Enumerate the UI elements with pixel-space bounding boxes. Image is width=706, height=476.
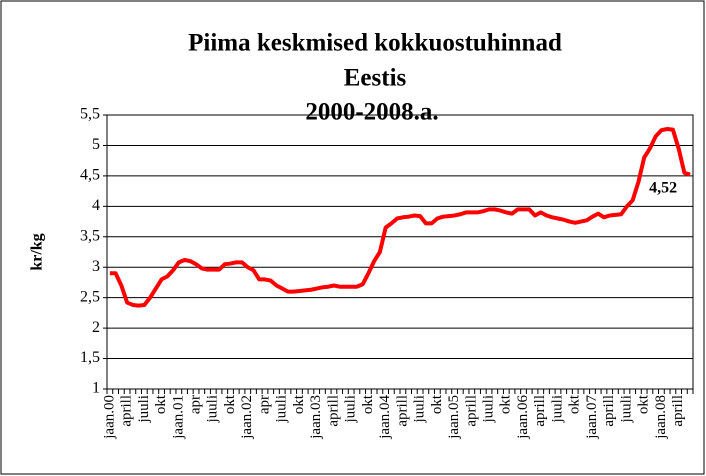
chart-title: Eestis: [344, 65, 407, 92]
x-tick-label: juuli: [274, 395, 290, 424]
x-tick-label: aprill: [601, 395, 617, 427]
y-axis-label: kr/kg: [29, 233, 46, 270]
data-label: 4,52: [649, 179, 677, 196]
x-tick-label: apr: [256, 395, 272, 414]
x-tick-label: jaan.04: [377, 395, 393, 440]
x-tick-label: okt: [567, 394, 583, 414]
x-tick-label: jaan.08: [653, 395, 669, 440]
x-tick-label: okt: [153, 394, 169, 414]
x-tick-label: jaan.00: [101, 395, 117, 440]
x-tick-label: okt: [360, 394, 376, 414]
x-tick-label: okt: [636, 394, 652, 414]
x-tick-label: juuli: [136, 395, 152, 424]
x-tick-label: aprill: [670, 395, 686, 427]
x-tick-label: okt: [222, 394, 238, 414]
x-tick-label: juuli: [549, 395, 565, 424]
x-tick-label: jaan.03: [308, 395, 324, 440]
x-tick-label: apr: [187, 395, 203, 414]
y-tick-label: 2: [92, 319, 100, 336]
x-tick-label: aprill: [119, 395, 135, 427]
series-line: [109, 127, 691, 308]
y-tick-label: 5,5: [80, 106, 100, 123]
x-tick-label: okt: [291, 394, 307, 414]
y-tick-label: 1,5: [80, 349, 100, 366]
x-tick-label: aprill: [325, 395, 341, 427]
x-tick-label: jaan.06: [515, 395, 531, 440]
chart-title: Piima keskmised kokkuostuhinnad: [188, 30, 562, 57]
x-tick-label: juuli: [480, 395, 496, 424]
x-tick-label: jaan.05: [446, 395, 462, 440]
x-tick-label: juuli: [618, 395, 634, 424]
y-tick-label: 3,5: [80, 227, 100, 244]
chart-title: 2000-2008.a.: [305, 99, 438, 126]
x-tick-label: jaan.07: [584, 395, 600, 440]
x-tick-label: aprill: [463, 395, 479, 427]
x-tick-label: juuli: [205, 395, 221, 424]
x-tick-label: okt: [429, 394, 445, 414]
x-tick-label: okt: [498, 394, 514, 414]
x-tick-label: juuli: [412, 395, 428, 424]
plot-area: [106, 114, 694, 390]
x-tick-label: jaan.02: [239, 395, 255, 440]
y-tick-label: 2,5: [80, 288, 100, 305]
y-tick-label: 1: [92, 380, 100, 397]
x-tick-label: aprill: [532, 395, 548, 427]
x-tick-label: jaan.01: [170, 395, 186, 440]
x-tick-label: juuli: [343, 395, 359, 424]
y-tick-label: 3: [92, 258, 100, 275]
y-tick-label: 4: [92, 197, 100, 214]
x-tick-label: aprill: [394, 395, 410, 427]
y-tick-label: 5: [92, 136, 100, 153]
y-tick-label: 4,5: [80, 167, 100, 184]
